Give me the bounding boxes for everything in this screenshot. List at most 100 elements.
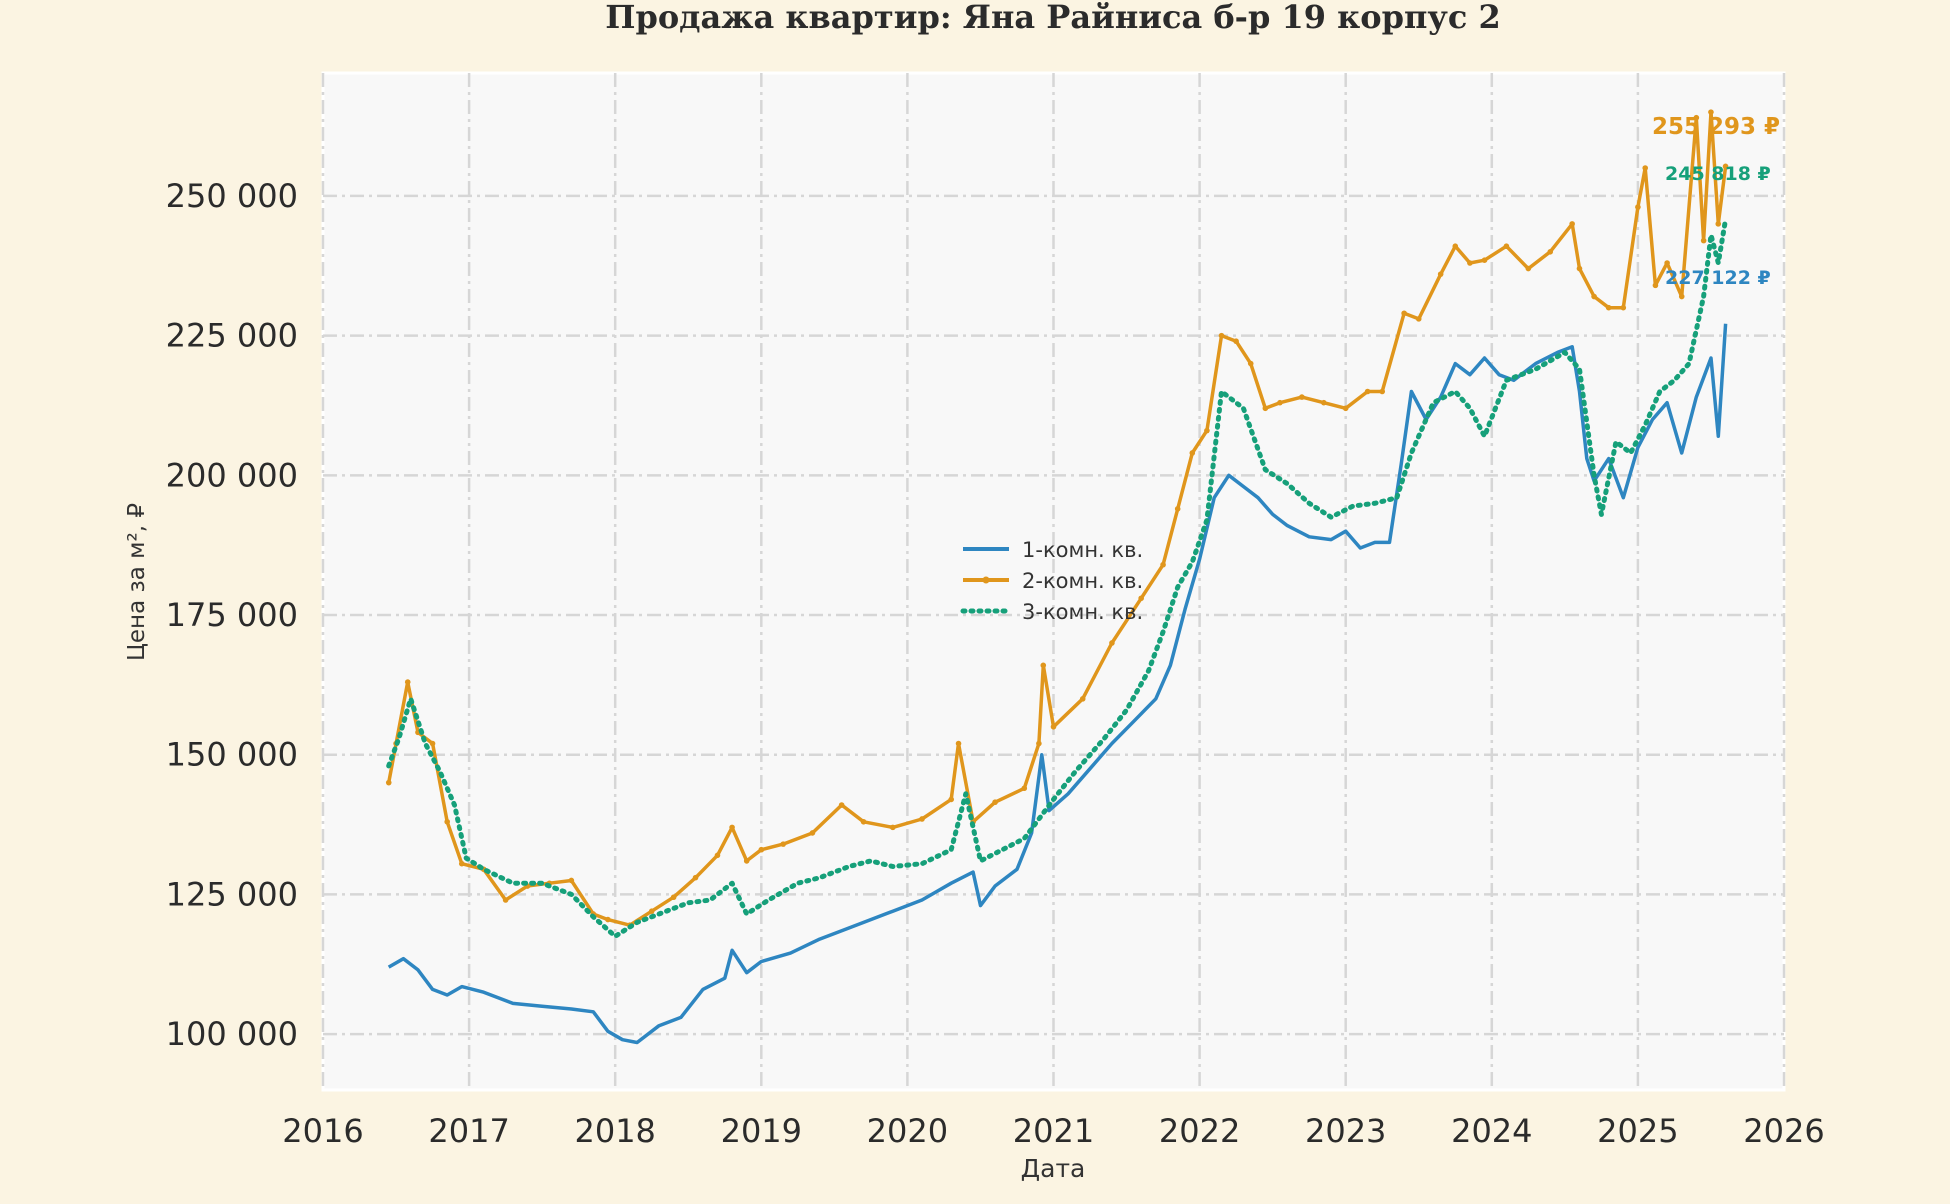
series-2room-point: [1040, 662, 1047, 669]
legend-marker-2room: [982, 576, 990, 584]
end-label-3room: 245 818 ₽: [1665, 163, 1771, 185]
x-tick-label: 2016: [282, 1112, 363, 1150]
series-2room-point: [1021, 785, 1028, 792]
series-2room-point: [605, 916, 611, 923]
series-2room-point: [1299, 394, 1305, 400]
series-2room-point: [1415, 316, 1422, 322]
x-tick-label: 2021: [1013, 1112, 1094, 1150]
series-2room-point: [1576, 265, 1583, 272]
end-label-1room: 227 122 ₽: [1665, 267, 1771, 289]
series-2room-point: [1715, 221, 1722, 227]
series-2room-point: [1160, 561, 1166, 568]
series-2room-point: [1652, 282, 1659, 289]
series-2room-point: [1218, 332, 1225, 339]
series-2room-point: [648, 908, 655, 914]
x-tick-label: 2025: [1597, 1112, 1678, 1150]
series-2room-point: [1693, 114, 1700, 121]
y-tick-label: 225 000: [166, 317, 298, 355]
series-2room-point: [889, 824, 896, 831]
axis-ticks: 2016 2017 2018 2019 2020 2021 2022 2023 2024 2025…: [166, 177, 1825, 1150]
chart-title: Продажа квартир: Яна Райниса б-р 19 корп…: [605, 0, 1501, 36]
series-2room-point: [1547, 249, 1554, 255]
y-tick-label: 150 000: [166, 736, 298, 774]
series-2room-point: [1342, 405, 1349, 412]
series-2room-point: [1700, 237, 1707, 244]
series-2room-point: [502, 897, 509, 903]
legend-label-1room: 1-комн. кв.: [1022, 538, 1143, 562]
series-2room-point: [838, 802, 845, 808]
y-tick-label: 125 000: [166, 875, 298, 913]
x-axis-label: Дата: [1021, 1154, 1086, 1183]
series-2room-point: [1138, 595, 1144, 602]
grid-lines: [321, 73, 1786, 1090]
legend-label-3room: 3-комн. кв.: [1022, 600, 1143, 624]
series-2room-point: [1708, 109, 1714, 115]
series-2room-point: [1320, 399, 1327, 406]
series-2room-point: [758, 846, 765, 853]
series-2room-point: [1481, 257, 1488, 263]
series-2room-point: [743, 858, 750, 864]
series-2room-point: [1050, 723, 1057, 730]
series-2room-point: [1277, 399, 1283, 406]
y-tick-label: 175 000: [166, 596, 298, 634]
legend-label-2room: 2-комн. кв.: [1022, 569, 1143, 593]
series-2room-point: [1591, 293, 1597, 300]
series-2room-point: [955, 740, 962, 747]
series-2room-point: [1247, 360, 1254, 367]
series-2room-point: [1452, 243, 1459, 250]
x-tick-label: 2017: [428, 1112, 509, 1150]
x-tick-label: 2018: [574, 1112, 655, 1150]
x-tick-label: 2026: [1743, 1112, 1824, 1150]
series-2room-point: [1379, 388, 1386, 395]
series-2room-point: [919, 816, 925, 822]
series-2room-point: [780, 841, 787, 847]
series-2room-point: [860, 818, 867, 825]
series-2room-point: [1569, 221, 1575, 227]
series-2room-point: [670, 894, 677, 901]
series-1room-line: [387, 323, 1728, 1045]
series-2room-point: [1503, 243, 1510, 250]
end-label-2room: 255 293 ₽: [1652, 114, 1780, 140]
x-tick-label: 2023: [1305, 1112, 1386, 1150]
data-series: [385, 109, 1729, 1045]
series-2room-point: [1437, 271, 1444, 277]
series-2room-point: [1079, 696, 1086, 702]
series-2room-point: [1678, 293, 1685, 300]
series-2room-point: [444, 818, 450, 825]
series-2room-point: [385, 779, 392, 786]
series-2room-point: [948, 796, 955, 803]
series-3room-line: [386, 216, 1729, 939]
x-tick-label: 2022: [1159, 1112, 1240, 1150]
series-2room-point: [1620, 304, 1627, 311]
y-tick-label: 200 000: [166, 456, 298, 494]
series-2room-point: [1174, 506, 1181, 512]
series-2room-point: [1642, 165, 1649, 171]
series-2room-point: [1189, 450, 1196, 456]
y-tick-label: 100 000: [166, 1015, 298, 1053]
series-2room-point: [992, 799, 998, 806]
series-2room-point: [1233, 338, 1239, 345]
series-2room-point: [1204, 427, 1210, 434]
series-2room-point: [714, 852, 721, 859]
series-2room-point: [568, 877, 575, 884]
x-tick-label: 2019: [721, 1112, 802, 1150]
series-2room-point: [1401, 310, 1407, 317]
x-tick-label: 2024: [1451, 1112, 1532, 1150]
end-value-labels: 227 122 ₽ 255 293 ₽ 245 818 ₽: [1652, 114, 1780, 289]
series-2room-point: [809, 830, 816, 836]
series-2room-point: [1722, 163, 1729, 170]
series-2room-point: [1635, 204, 1641, 210]
series-2room-point: [1109, 640, 1115, 646]
series-2room-point: [1605, 304, 1612, 311]
series-2room-point: [429, 740, 436, 747]
series-2room-point: [1525, 265, 1532, 272]
series-2room-point: [458, 860, 465, 867]
y-axis-label: Цена за м², ₽: [124, 503, 150, 661]
x-tick-label: 2020: [867, 1112, 948, 1150]
series-2room-point: [729, 824, 735, 831]
series-2room-point: [1036, 740, 1042, 747]
series-2room-point: [1262, 405, 1269, 412]
chart-legend: 1-комн. кв. 2-комн. кв. 3-комн. кв.: [960, 538, 1143, 624]
